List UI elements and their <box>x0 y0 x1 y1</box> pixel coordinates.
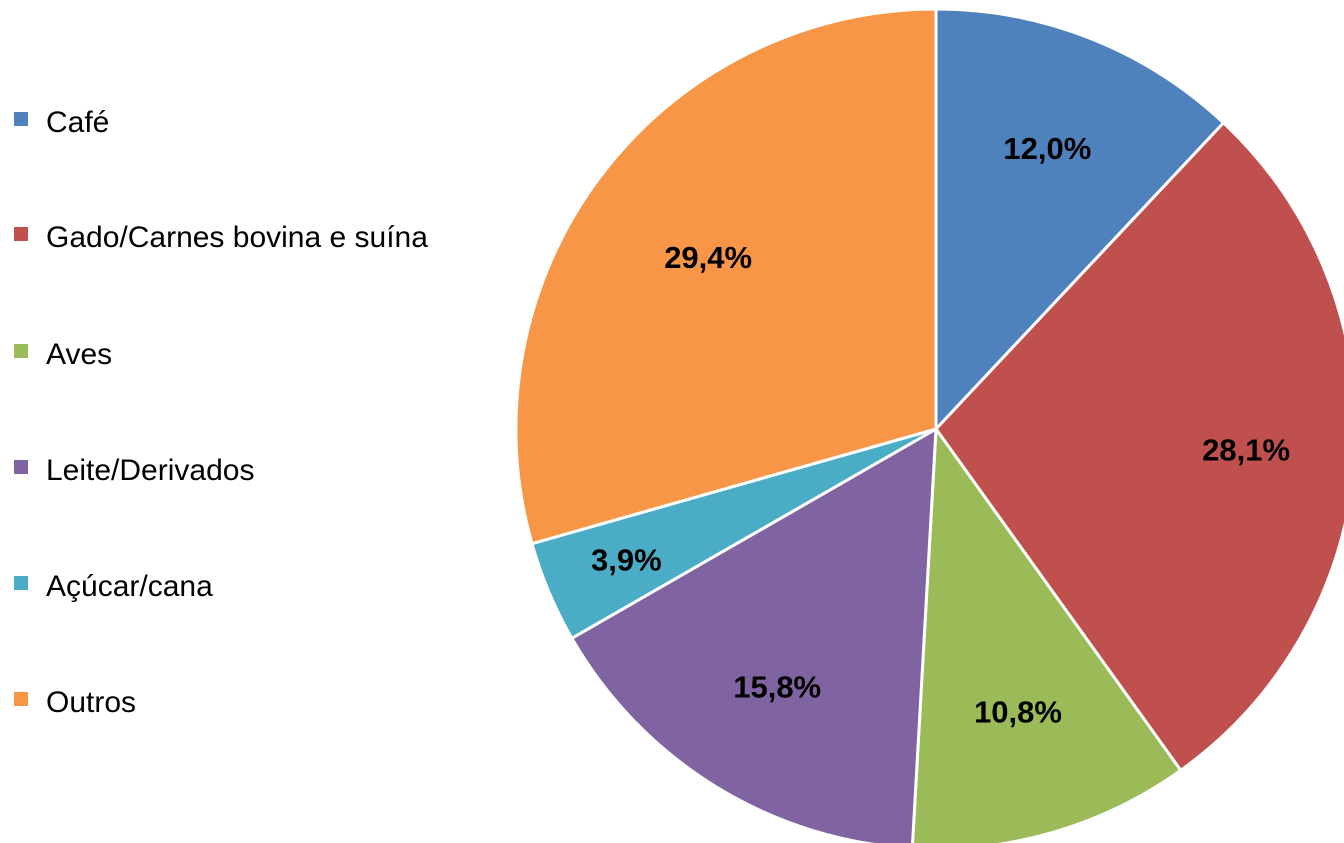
legend-swatch-acucar <box>14 576 28 590</box>
legend-swatch-leite <box>14 460 28 474</box>
slice-labels: 12,0% 28,1% 10,8% 15,8% 3,9% 29,4% <box>591 131 1290 729</box>
legend-label-acucar: Açúcar/cana <box>46 570 213 603</box>
pie-slice-cafe <box>934 7 1226 433</box>
legend-label-gado: Gado/Carnes bovina e suína <box>46 221 428 254</box>
chart-legend: Café Gado/Carnes bovina e suína Aves Lei… <box>14 0 454 843</box>
data-label-acucar: 3,9% <box>591 543 662 578</box>
data-label-outros: 29,4% <box>664 240 752 275</box>
legend-label-outros: Outros <box>46 686 137 719</box>
data-label-leite: 15,8% <box>733 669 821 704</box>
data-label-gado: 28,1% <box>1202 432 1290 467</box>
pie-slice-aves <box>911 424 1183 843</box>
data-label-cafe: 12,0% <box>1003 131 1091 166</box>
legend-swatch-outros <box>14 692 28 706</box>
legend-swatch-aves <box>14 344 28 358</box>
legend-swatch-cafe <box>14 112 28 126</box>
data-label-aves: 10,8% <box>974 694 1062 729</box>
pie-slices <box>514 7 1344 843</box>
pie-slice-outros <box>514 7 938 546</box>
legend-label-aves: Aves <box>46 338 113 371</box>
legend-label-leite: Leite/Derivados <box>46 454 255 487</box>
legend-swatch-gado <box>14 227 28 241</box>
legend-label-cafe: Café <box>46 106 110 139</box>
pie-slice-gado <box>934 120 1344 773</box>
